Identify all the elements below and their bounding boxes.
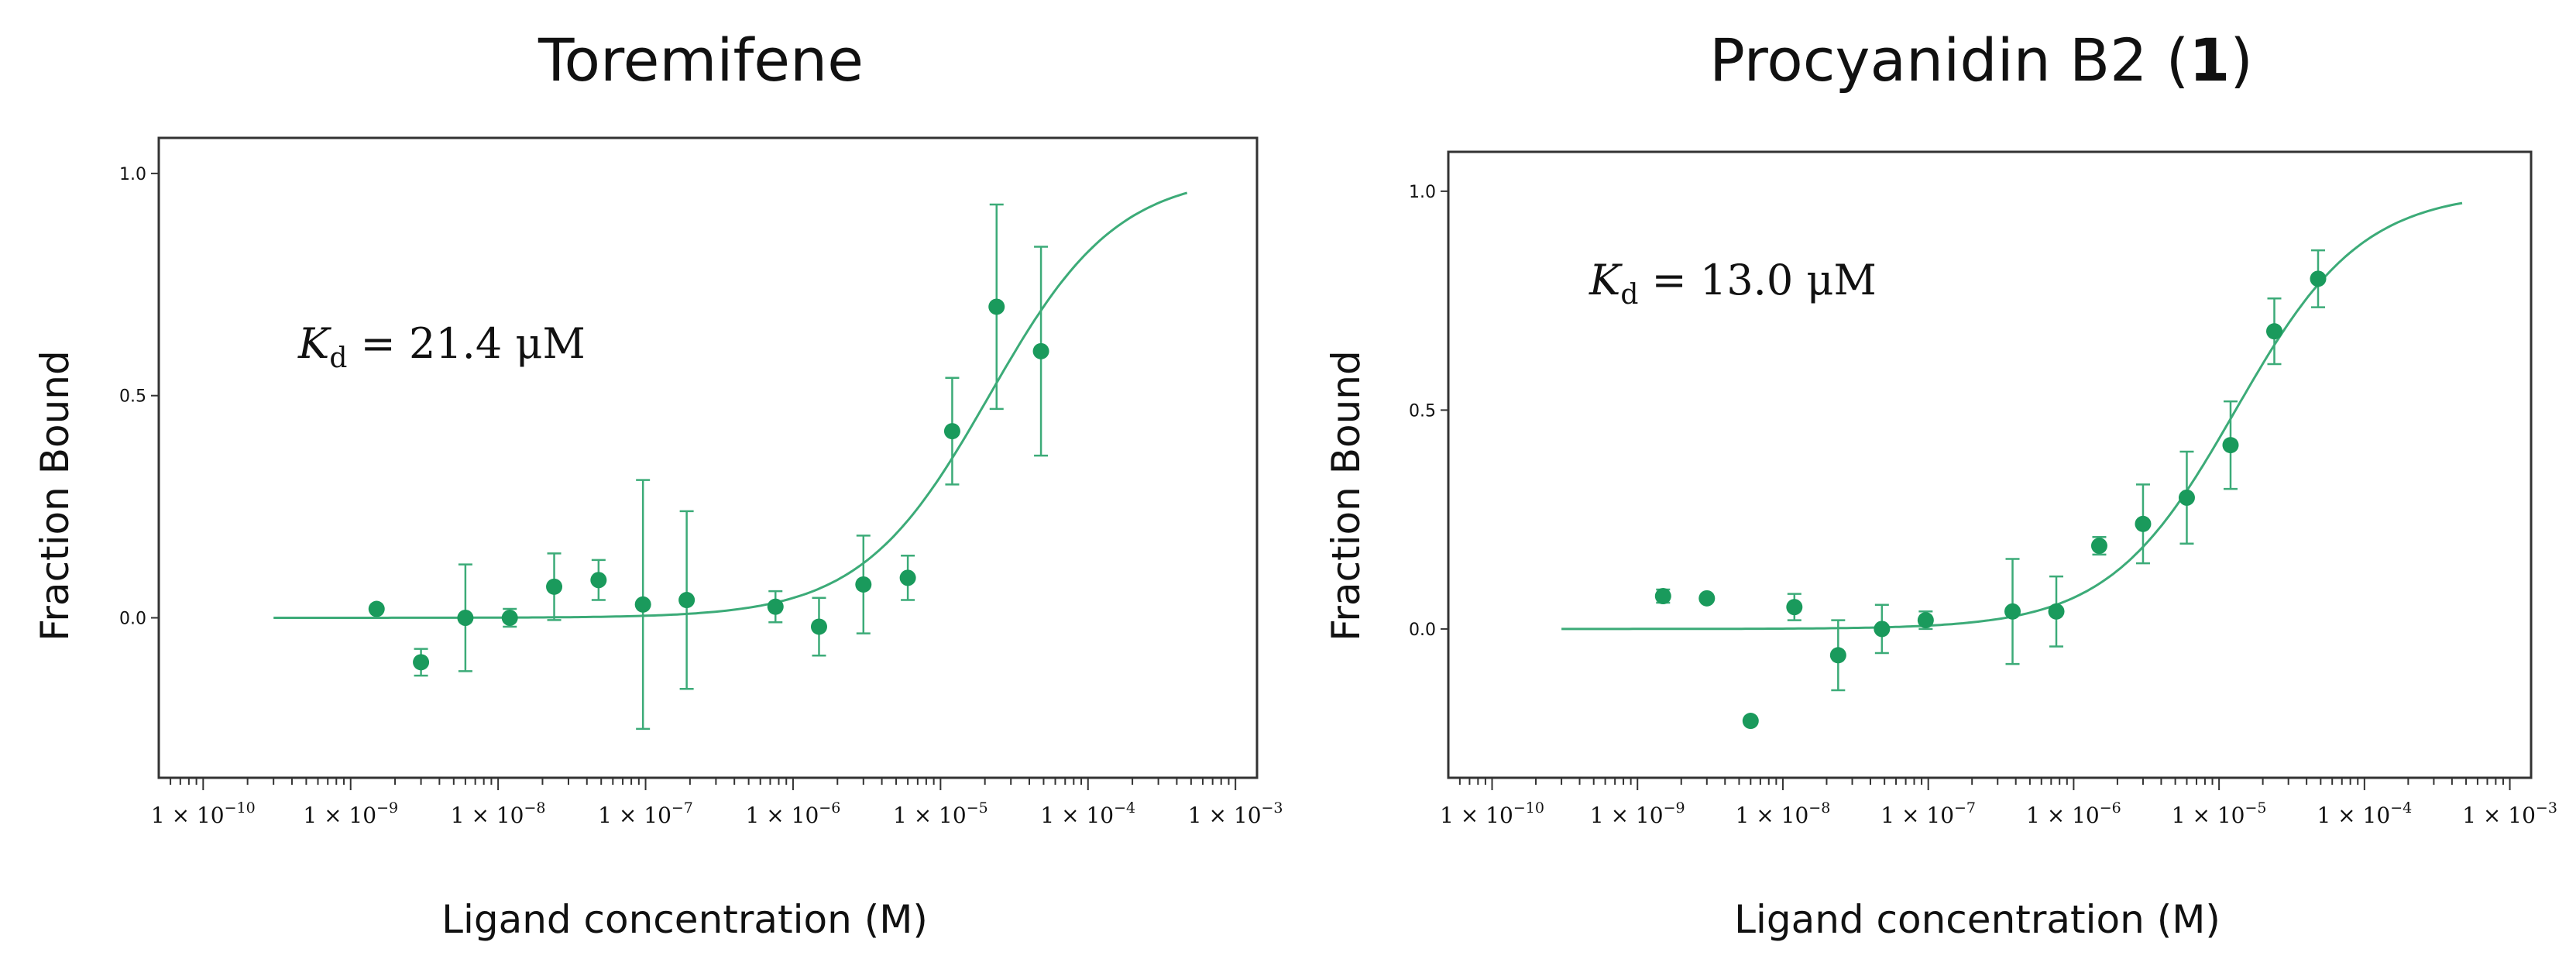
x-tick-label: 1 × 10−8 bbox=[1736, 799, 1831, 828]
data-point bbox=[2004, 603, 2021, 620]
data-point bbox=[988, 298, 1005, 315]
x-tick-label: 1 × 10−4 bbox=[2317, 799, 2412, 828]
x-tick-label: 1 × 10−9 bbox=[303, 799, 398, 828]
data-point bbox=[678, 592, 696, 609]
data-point bbox=[2265, 323, 2282, 340]
y-tick-label: 1.0 bbox=[119, 165, 146, 184]
data-point bbox=[1917, 612, 1934, 629]
y-tick-label: 0.0 bbox=[1409, 621, 1436, 640]
data-point bbox=[2178, 489, 2195, 506]
fit-curve bbox=[273, 191, 1188, 619]
x-tick-label: 1 × 10−6 bbox=[2026, 799, 2121, 828]
axis-ticks: 0.0 0.5 1.0 1 × 10−10 1 × 10−9 1 × 10−8 1 × 10… bbox=[119, 165, 1283, 828]
data-point bbox=[368, 600, 385, 617]
x-tick-label: 1 × 10−7 bbox=[1880, 799, 1976, 828]
data-point bbox=[899, 569, 916, 586]
data-point bbox=[413, 654, 430, 671]
data-point bbox=[1874, 621, 1891, 638]
data-point bbox=[634, 596, 651, 613]
x-tick-label: 1 × 10−3 bbox=[2462, 799, 2557, 828]
chart-panel-procyanidin-b2: Procyanidin B2 (1) Fraction Bound Ligand… bbox=[1324, 26, 2557, 942]
y-axis-label: Fraction Bound bbox=[1324, 350, 1369, 641]
plot-frame bbox=[157, 136, 1259, 779]
data-point bbox=[1032, 342, 1049, 359]
data-marks bbox=[1561, 201, 2463, 730]
x-tick-label: 1 × 10−5 bbox=[893, 799, 988, 828]
y-axis-label: Fraction Bound bbox=[33, 350, 77, 641]
x-tick-label: 1 × 10−4 bbox=[1040, 799, 1135, 828]
data-point bbox=[767, 598, 784, 615]
data-point bbox=[2222, 437, 2239, 454]
axis-ticks: 0.0 0.5 1.0 1 × 10−10 1 × 10−9 1 × 10−8 1 × 10… bbox=[1409, 183, 2557, 828]
data-point bbox=[1698, 590, 1716, 607]
x-axis-label: Ligand concentration (M) bbox=[1734, 897, 2221, 942]
chart-title: Toremifene bbox=[538, 26, 864, 95]
data-marks bbox=[273, 191, 1188, 731]
y-tick-label: 0.0 bbox=[119, 610, 146, 629]
data-point bbox=[546, 578, 563, 595]
chart-title: Procyanidin B2 (1) bbox=[1709, 26, 2253, 95]
data-point bbox=[810, 618, 827, 635]
x-tick-label: 1 × 10−5 bbox=[2172, 799, 2267, 828]
chart-panel-toremifene: Toremifene Fraction Bound Ligand concent… bbox=[33, 26, 1283, 942]
data-point bbox=[1786, 599, 1803, 616]
data-point bbox=[2310, 270, 2327, 287]
data-point bbox=[501, 610, 518, 626]
data-point bbox=[1829, 647, 1846, 664]
y-tick-label: 1.0 bbox=[1409, 183, 1436, 202]
kd-annotation: Kd = 21.4 μM bbox=[297, 319, 586, 374]
x-axis-label: Ligand concentration (M) bbox=[441, 897, 928, 942]
data-point bbox=[457, 610, 474, 626]
data-point bbox=[1654, 588, 1671, 605]
x-tick-label: 1 × 10−6 bbox=[746, 799, 841, 828]
data-point bbox=[590, 572, 607, 589]
x-tick-label: 1 × 10−10 bbox=[151, 799, 256, 828]
x-tick-label: 1 × 10−9 bbox=[1590, 799, 1685, 828]
data-point bbox=[855, 576, 872, 593]
x-tick-label: 1 × 10−3 bbox=[1188, 799, 1283, 828]
data-point bbox=[2135, 515, 2152, 532]
y-tick-label: 0.5 bbox=[1409, 401, 1436, 421]
x-tick-label: 1 × 10−7 bbox=[598, 799, 693, 828]
data-point bbox=[943, 423, 960, 440]
data-point bbox=[2048, 603, 2065, 620]
x-tick-label: 1 × 10−10 bbox=[1440, 799, 1544, 828]
x-tick-label: 1 × 10−8 bbox=[451, 799, 546, 828]
data-point bbox=[2090, 538, 2107, 555]
kd-annotation: Kd = 13.0 μM bbox=[1589, 256, 1877, 311]
plot-frame bbox=[1447, 150, 2533, 779]
y-tick-label: 0.5 bbox=[119, 387, 146, 407]
data-point bbox=[1742, 713, 1759, 730]
